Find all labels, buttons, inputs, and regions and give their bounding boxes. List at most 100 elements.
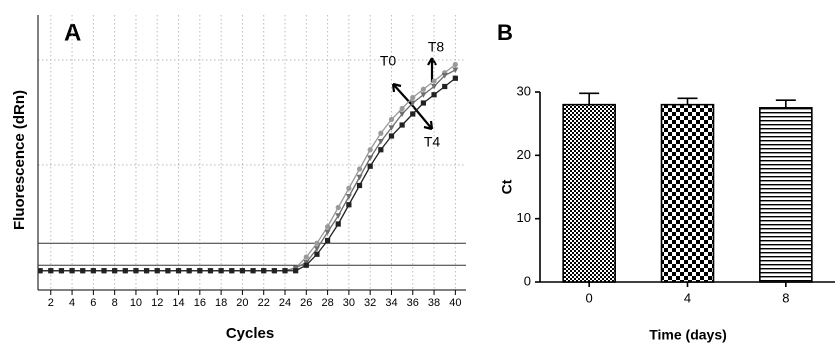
marker: [143, 268, 150, 274]
series-line: [40, 63, 456, 272]
marker: [218, 268, 224, 274]
series-line: [40, 77, 456, 272]
series-line: [40, 69, 456, 272]
marker: [154, 268, 160, 274]
marker: [431, 92, 437, 98]
marker: [410, 94, 416, 101]
marker: [345, 194, 352, 200]
marker: [335, 213, 342, 219]
marker: [165, 268, 171, 274]
marker: [346, 185, 352, 191]
marker: [314, 251, 320, 257]
marker: [367, 147, 373, 153]
marker: [80, 268, 86, 274]
x-tick-label: 2: [48, 297, 54, 309]
y-tick-label: 20: [517, 147, 531, 162]
x-tick-label: 0: [586, 290, 593, 305]
x-tick-label: 24: [279, 297, 291, 309]
marker: [367, 155, 374, 161]
x-tick-label: 30: [343, 297, 355, 309]
marker: [441, 73, 448, 79]
marker: [399, 105, 405, 112]
marker: [207, 268, 214, 274]
series-label: T0: [380, 53, 397, 69]
x-tick-label: 20: [236, 297, 248, 309]
marker: [303, 254, 309, 260]
marker: [324, 224, 331, 230]
marker: [356, 166, 363, 172]
panel-label: B: [497, 20, 513, 45]
series-label: T8: [428, 39, 445, 55]
marker: [324, 229, 331, 236]
marker: [388, 133, 395, 139]
series-label: T4: [424, 134, 441, 150]
x-tick-label: 28: [321, 297, 333, 309]
marker: [175, 268, 182, 274]
marker: [250, 268, 256, 274]
x-tick-label: 6: [90, 297, 96, 309]
x-axis-label: Time (days): [649, 327, 727, 343]
y-axis-label: Ct: [499, 179, 515, 194]
marker: [112, 268, 118, 274]
marker: [409, 100, 416, 106]
marker: [69, 268, 75, 274]
marker: [420, 100, 427, 106]
x-tick-label: 4: [69, 297, 75, 309]
marker: [197, 268, 203, 274]
marker: [452, 67, 459, 73]
marker: [431, 84, 438, 90]
y-grid: [38, 59, 466, 166]
y-tick-label: 0: [524, 273, 531, 288]
marker: [356, 182, 363, 189]
x-tick-label: 14: [172, 297, 184, 309]
y-tick-label: 10: [517, 210, 531, 225]
marker: [388, 116, 395, 123]
marker: [399, 122, 405, 128]
x-tick-label: 22: [258, 297, 270, 309]
marker: [346, 202, 352, 208]
panel-label: A: [64, 19, 81, 46]
marker: [239, 268, 246, 274]
marker: [261, 268, 267, 274]
marker: [388, 125, 395, 131]
marker: [399, 111, 406, 117]
x-axis-label: Cycles: [226, 325, 274, 342]
x-tick-label: 26: [300, 297, 312, 309]
x-tick-label: 40: [449, 297, 461, 309]
x-tick-label: 32: [364, 297, 376, 309]
marker: [122, 268, 128, 274]
marker: [303, 262, 309, 268]
marker: [335, 204, 341, 211]
bar: [562, 103, 616, 283]
marker: [378, 147, 384, 153]
annotation-arrows: [391, 57, 437, 131]
x-tick-label: 4: [684, 290, 691, 305]
marker: [186, 268, 192, 274]
y-axis-label: Fluorescence (dRn): [11, 90, 28, 230]
marker: [101, 268, 107, 274]
x-tick-label: 10: [130, 297, 142, 309]
marker: [367, 163, 373, 169]
x-tick-label: 18: [215, 297, 227, 309]
marker: [410, 111, 416, 117]
bar: [759, 107, 813, 283]
x-tick-label: 12: [151, 297, 163, 309]
x-tick-label: 16: [194, 297, 206, 309]
marker: [324, 237, 331, 244]
x-tick-label: 34: [385, 297, 397, 309]
marker: [377, 139, 384, 145]
marker: [48, 268, 54, 274]
marker: [271, 268, 277, 274]
marker: [313, 246, 320, 252]
x-tick-label: 38: [428, 297, 440, 309]
marker: [378, 130, 384, 136]
x-tick-label: 36: [407, 297, 419, 309]
marker: [37, 268, 43, 274]
marker: [58, 268, 65, 274]
marker: [442, 83, 448, 90]
marker: [356, 174, 363, 181]
marker: [229, 268, 235, 274]
marker: [431, 78, 437, 84]
marker: [314, 240, 320, 246]
